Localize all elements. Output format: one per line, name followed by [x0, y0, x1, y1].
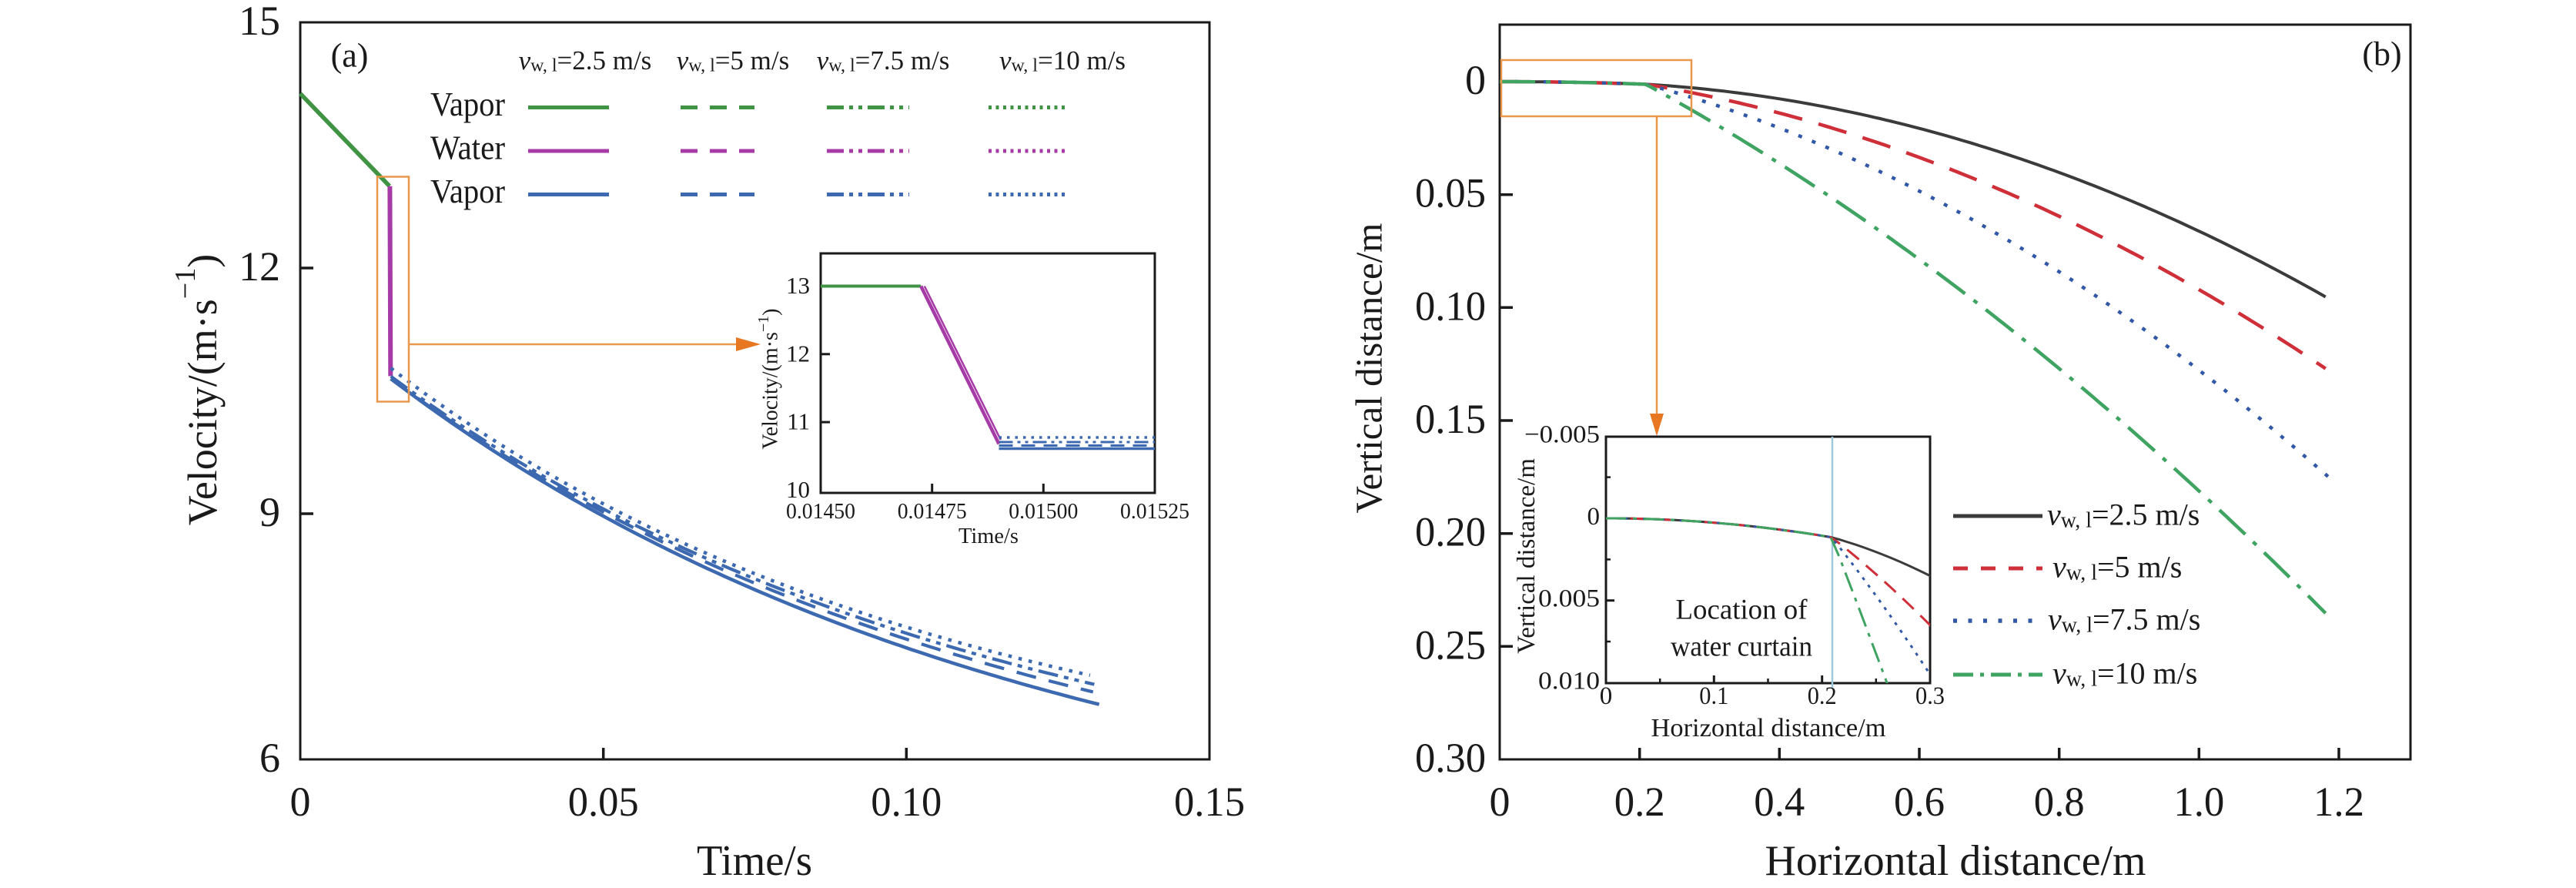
svg-text:0.01500: 0.01500	[1009, 499, 1078, 524]
svg-text:=7.5 m/s: =7.5 m/s	[2093, 602, 2200, 637]
svg-text:0: 0	[1490, 779, 1510, 825]
svg-text:Horizontal distance/m: Horizontal distance/m	[1651, 714, 1886, 742]
svg-text:0.010: 0.010	[1538, 667, 1600, 695]
svg-text:w, l: w, l	[2066, 561, 2097, 585]
svg-text:=10 m/s: =10 m/s	[2097, 656, 2197, 691]
svg-text:=5 m/s: =5 m/s	[715, 45, 790, 75]
svg-text:=10 m/s: =10 m/s	[1038, 45, 1126, 75]
svg-text:6: 6	[259, 735, 280, 781]
svg-text:9: 9	[259, 489, 280, 535]
svg-text:Horizontal distance/m: Horizontal distance/m	[1765, 837, 2146, 884]
svg-text:Velocity/(m·s−1): Velocity/(m·s−1)	[169, 254, 226, 525]
svg-text:−0.005: −0.005	[1524, 421, 1600, 448]
svg-text:0.01475: 0.01475	[898, 499, 967, 524]
svg-text:w, l: w, l	[2066, 668, 2097, 692]
svg-text:0.15: 0.15	[1174, 779, 1245, 825]
svg-text:Location of: Location of	[1676, 595, 1808, 626]
svg-text:Time/s: Time/s	[958, 524, 1019, 548]
svg-text:v: v	[999, 45, 1012, 75]
svg-text:=2.5 m/s: =2.5 m/s	[2092, 498, 2200, 532]
svg-text:(a): (a)	[331, 37, 369, 75]
svg-text:Vapor: Vapor	[430, 173, 505, 210]
svg-text:0.05: 0.05	[1415, 170, 1486, 216]
svg-text:0.6: 0.6	[1894, 779, 1945, 825]
svg-text:w, l: w, l	[688, 56, 715, 76]
svg-text:0.01450: 0.01450	[786, 499, 855, 524]
svg-text:Water: Water	[430, 129, 505, 167]
svg-text:11: 11	[787, 408, 810, 435]
svg-text:0: 0	[1600, 682, 1613, 710]
svg-text:0.005: 0.005	[1538, 585, 1600, 613]
svg-text:0: 0	[290, 779, 311, 825]
svg-text:0.30: 0.30	[1415, 735, 1486, 781]
svg-text:0.20: 0.20	[1415, 509, 1486, 555]
svg-text:w, l: w, l	[530, 56, 557, 76]
svg-text:Vertical distance/m: Vertical distance/m	[1513, 458, 1541, 654]
svg-text:w, l: w, l	[2061, 509, 2092, 533]
svg-text:=2.5 m/s: =2.5 m/s	[557, 45, 652, 75]
svg-text:0.25: 0.25	[1415, 622, 1486, 668]
svg-text:0.10: 0.10	[1415, 283, 1486, 329]
svg-text:0: 0	[1587, 503, 1601, 531]
svg-text:15: 15	[239, 0, 280, 44]
svg-text:=5 m/s: =5 m/s	[2097, 550, 2182, 585]
svg-text:Vapor: Vapor	[430, 85, 505, 123]
svg-text:0.10: 0.10	[871, 779, 942, 825]
svg-text:w, l: w, l	[1012, 56, 1039, 76]
svg-text:v: v	[2052, 656, 2066, 691]
svg-text:0.01525: 0.01525	[1120, 499, 1189, 524]
svg-text:0.2: 0.2	[1614, 779, 1665, 825]
svg-text:water curtain: water curtain	[1671, 632, 1812, 663]
svg-text:0.2: 0.2	[1808, 682, 1837, 710]
svg-text:0.15: 0.15	[1415, 396, 1486, 442]
svg-text:0.3: 0.3	[1915, 682, 1945, 710]
svg-text:v: v	[677, 45, 689, 75]
svg-text:13: 13	[786, 272, 810, 299]
svg-text:v: v	[2052, 550, 2066, 585]
svg-text:12: 12	[239, 243, 280, 290]
svg-text:0: 0	[1465, 57, 1486, 103]
svg-text:1.2: 1.2	[2313, 779, 2364, 825]
svg-text:1.0: 1.0	[2173, 779, 2224, 825]
svg-text:v: v	[817, 45, 829, 75]
svg-text:w, l: w, l	[828, 56, 855, 76]
svg-text:v: v	[519, 45, 531, 75]
svg-text:10: 10	[786, 476, 810, 503]
svg-text:12: 12	[786, 340, 810, 367]
svg-text:0.05: 0.05	[568, 779, 639, 825]
svg-text:0.4: 0.4	[1754, 779, 1805, 825]
svg-text:0.1: 0.1	[1699, 682, 1728, 710]
svg-text:Vertical distance/m: Vertical distance/m	[1348, 223, 1390, 514]
svg-text:w, l: w, l	[2062, 614, 2093, 638]
svg-text:=7.5 m/s: =7.5 m/s	[855, 45, 950, 75]
svg-text:Time/s: Time/s	[697, 837, 812, 884]
svg-text:0.8: 0.8	[2034, 779, 2085, 825]
svg-text:v: v	[2047, 498, 2061, 532]
svg-text:v: v	[2048, 602, 2062, 637]
svg-text:(b): (b)	[2362, 35, 2401, 73]
